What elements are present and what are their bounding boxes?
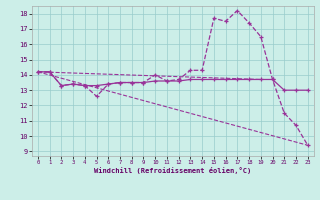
X-axis label: Windchill (Refroidissement éolien,°C): Windchill (Refroidissement éolien,°C) bbox=[94, 167, 252, 174]
